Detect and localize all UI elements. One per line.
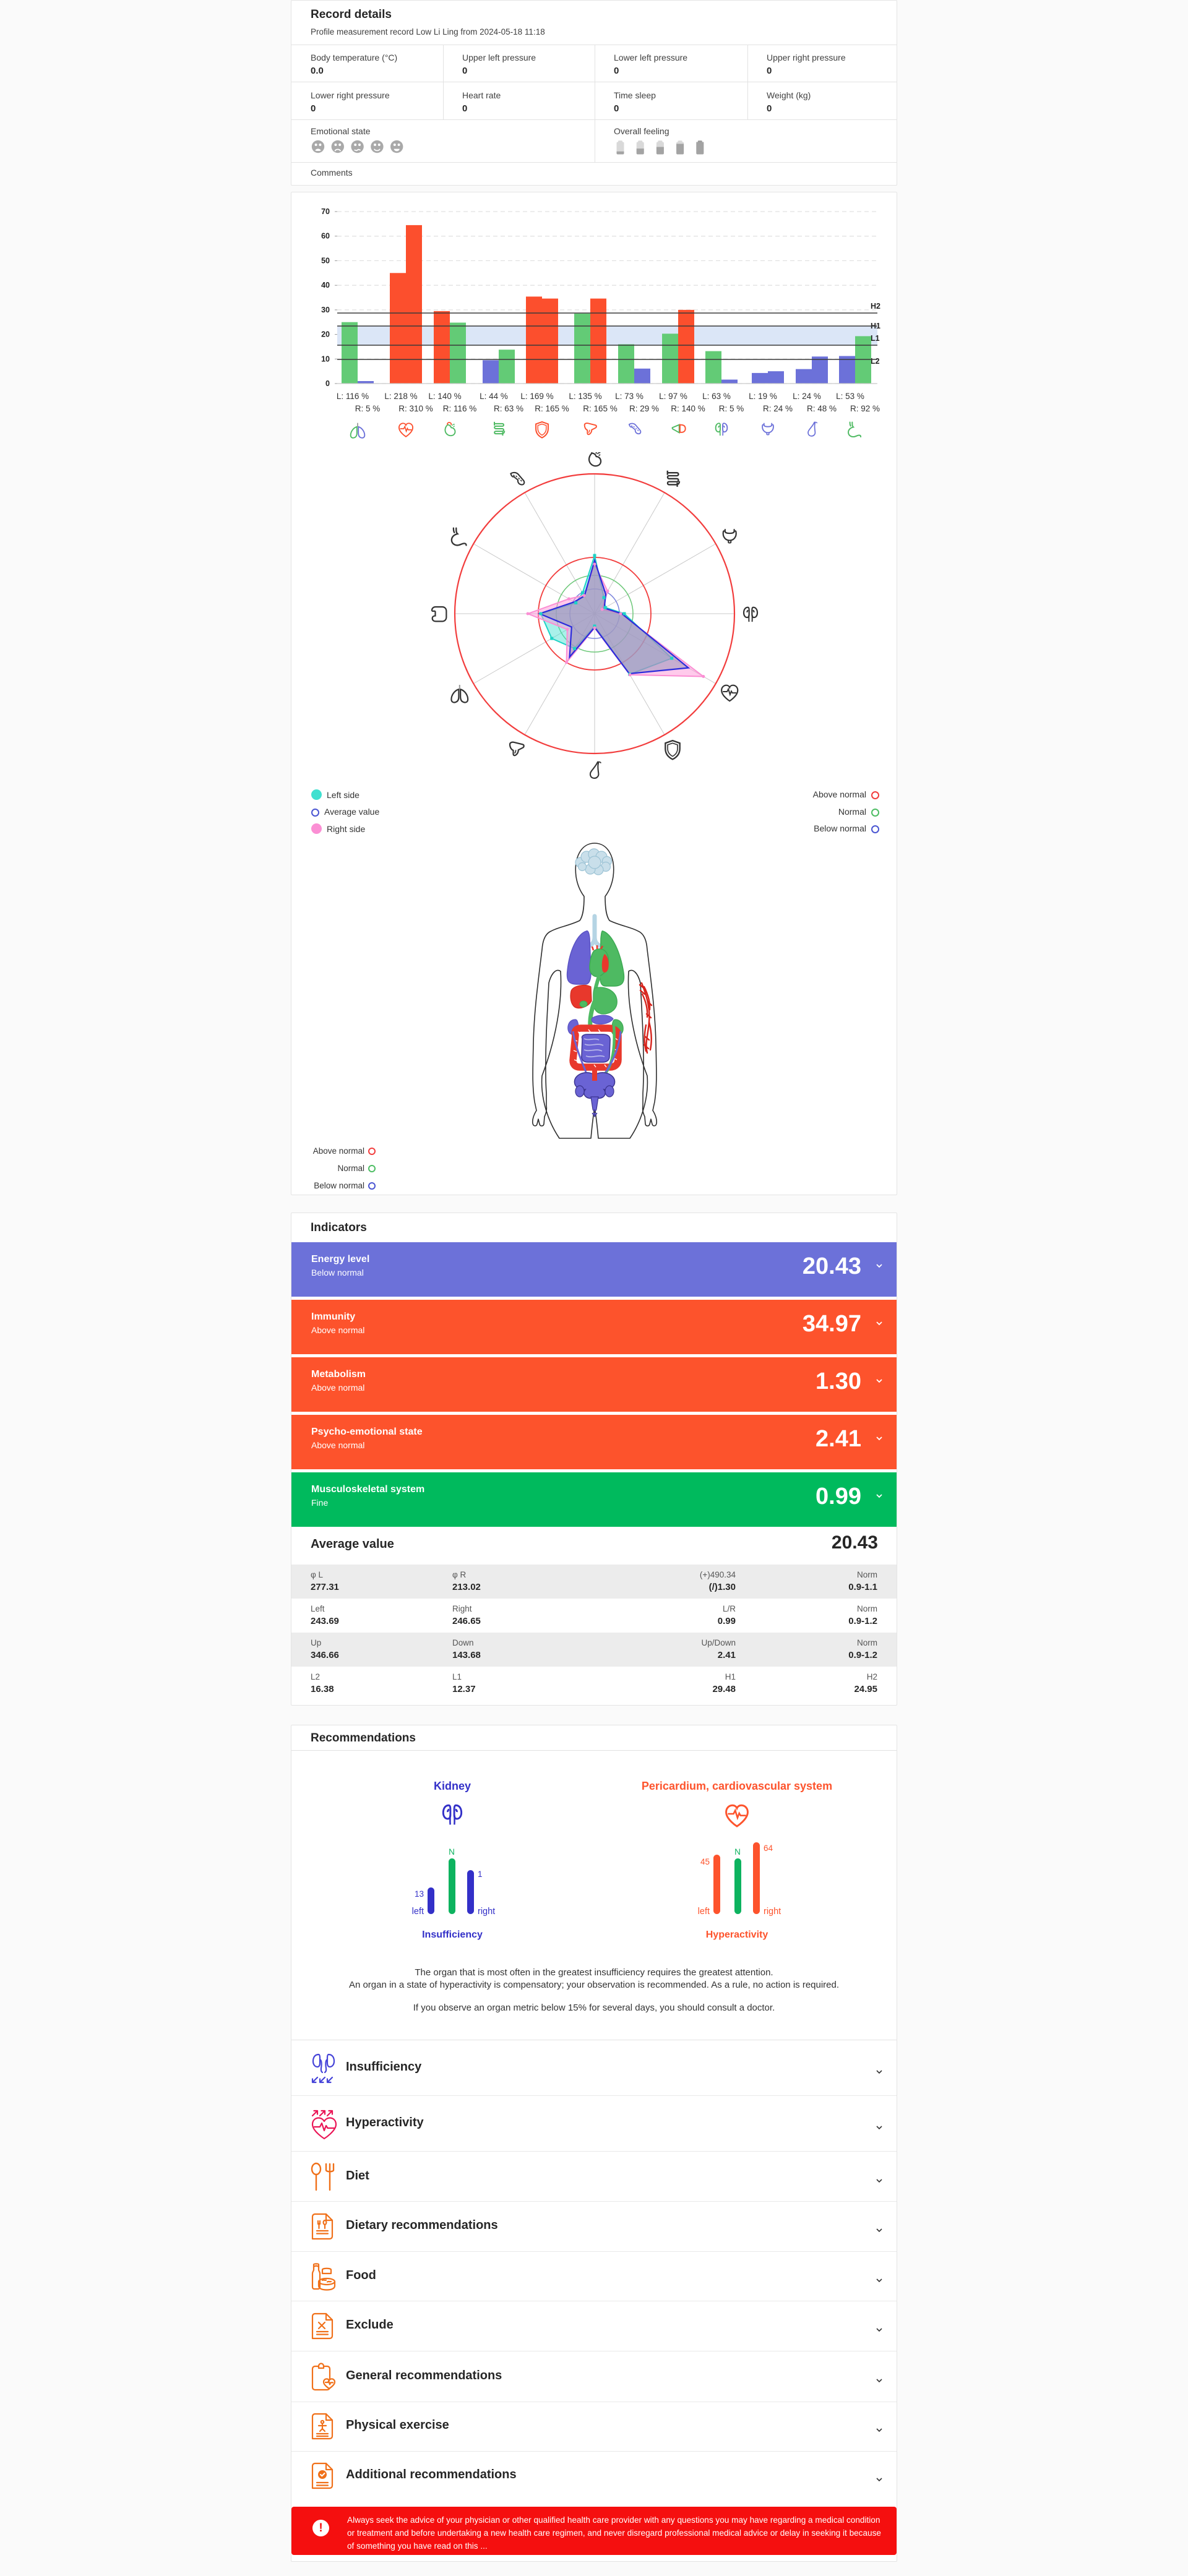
svg-text:L: 218 %: L: 218 % <box>384 392 417 401</box>
svg-text:R: 5 %: R: 5 % <box>719 404 744 413</box>
svg-text:R: 310 %: R: 310 % <box>398 404 433 413</box>
svg-text:H2: H2 <box>871 302 880 311</box>
svg-text:L: 24 %: L: 24 % <box>793 392 821 401</box>
svg-text:R: 24 %: R: 24 % <box>763 404 793 413</box>
svg-text:left: left <box>698 1907 710 1917</box>
svg-text:left: left <box>412 1907 424 1917</box>
svg-text:L: 19 %: L: 19 % <box>749 392 777 401</box>
svg-text:L2: L2 <box>871 357 880 366</box>
svg-text:L: 135 %: L: 135 % <box>569 392 601 401</box>
svg-text:30: 30 <box>321 306 330 314</box>
svg-text:L1: L1 <box>871 334 880 343</box>
svg-text:right: right <box>478 1907 495 1917</box>
svg-text:L: 44 %: L: 44 % <box>480 392 508 401</box>
svg-text:R: 92 %: R: 92 % <box>850 404 880 413</box>
svg-text:60: 60 <box>321 232 330 241</box>
svg-text:20: 20 <box>321 330 330 339</box>
svg-text:R: 165 %: R: 165 % <box>535 404 569 413</box>
svg-text:N: N <box>734 1847 741 1857</box>
svg-text:10: 10 <box>321 354 330 363</box>
svg-text:1: 1 <box>478 1870 483 1879</box>
svg-text:45: 45 <box>700 1857 710 1866</box>
svg-text:L: 116 %: L: 116 % <box>337 392 369 401</box>
svg-text:R: 165 %: R: 165 % <box>583 404 618 413</box>
svg-text:R: 116 %: R: 116 % <box>443 404 477 413</box>
svg-text:L: 53 %: L: 53 % <box>836 392 864 401</box>
svg-text:L: 140 %: L: 140 % <box>428 392 461 401</box>
svg-text:N: N <box>449 1847 455 1857</box>
svg-text:R: 48 %: R: 48 % <box>807 404 837 413</box>
svg-text:L: 63 %: L: 63 % <box>702 392 731 401</box>
svg-text:L: 97 %: L: 97 % <box>659 392 687 401</box>
svg-text:L: 73 %: L: 73 % <box>615 392 644 401</box>
svg-text:13: 13 <box>415 1889 424 1899</box>
svg-text:0: 0 <box>325 379 330 388</box>
svg-text:40: 40 <box>321 281 330 290</box>
svg-text:R: 140 %: R: 140 % <box>671 404 705 413</box>
svg-text:64: 64 <box>764 1844 773 1853</box>
svg-text:R: 63 %: R: 63 % <box>494 404 523 413</box>
svg-text:right: right <box>764 1907 781 1917</box>
svg-text:R: 5 %: R: 5 % <box>355 404 381 413</box>
svg-text:70: 70 <box>321 207 330 216</box>
svg-text:R: 29 %: R: 29 % <box>629 404 659 413</box>
svg-text:L: 169 %: L: 169 % <box>520 392 553 401</box>
svg-text:50: 50 <box>321 256 330 265</box>
